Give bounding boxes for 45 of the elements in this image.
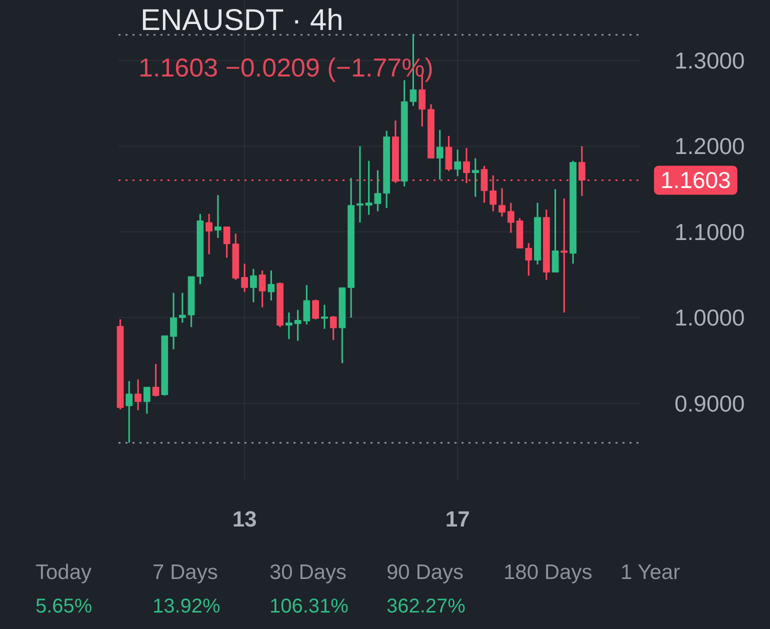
candlestick	[330, 315, 337, 341]
text: 106.31%	[270, 596, 348, 618]
candlestick	[143, 386, 150, 414]
category-label: 90 Days	[386, 561, 464, 584]
x-tick-label: 17	[445, 506, 470, 532]
candlestick	[356, 145, 364, 224]
category-label: Today	[36, 561, 92, 584]
candlestick	[312, 298, 320, 320]
candlestick	[258, 270, 266, 308]
candlestick	[178, 292, 186, 324]
candlestick	[321, 304, 328, 330]
candlestick	[286, 312, 292, 340]
text: 13.92%	[152, 596, 220, 618]
chart-title: ENAUSDT · 4h	[140, 4, 344, 37]
ref-line-label: 1.1603	[660, 167, 731, 194]
candlestick	[445, 135, 452, 172]
candlestick	[498, 187, 506, 218]
candlestick	[126, 380, 133, 444]
candlestick	[152, 363, 160, 398]
candlestick	[170, 292, 177, 350]
candlestick	[560, 198, 568, 314]
category-label: 30 Days	[270, 561, 347, 584]
y-tick-label: 1.3000	[674, 48, 745, 74]
candlestick	[134, 378, 142, 412]
candlestick	[552, 188, 559, 274]
category-label: 7 Days	[152, 561, 218, 584]
y-tick-label: 1.2000	[674, 133, 745, 160]
candlestick	[241, 262, 248, 293]
candlestick	[250, 268, 257, 304]
candlestick	[472, 157, 479, 198]
text: 5.65%	[36, 596, 92, 618]
y-tick-label: 1.0000	[674, 304, 745, 331]
candlestick	[223, 226, 230, 258]
candlestick	[268, 270, 275, 302]
candlestick	[454, 148, 462, 178]
candlestick	[436, 129, 444, 180]
y-tick-label: 1.1000	[674, 218, 745, 245]
candlestick	[206, 213, 212, 256]
candlestick	[214, 194, 222, 239]
text: 362.27%	[386, 596, 466, 618]
y-tick-label: 0.9000	[674, 390, 745, 416]
category-label: 180 Days	[504, 561, 592, 584]
x-tick-label: 13	[232, 506, 257, 532]
candlestick	[525, 242, 532, 276]
category-label: 1 Year	[620, 561, 680, 584]
